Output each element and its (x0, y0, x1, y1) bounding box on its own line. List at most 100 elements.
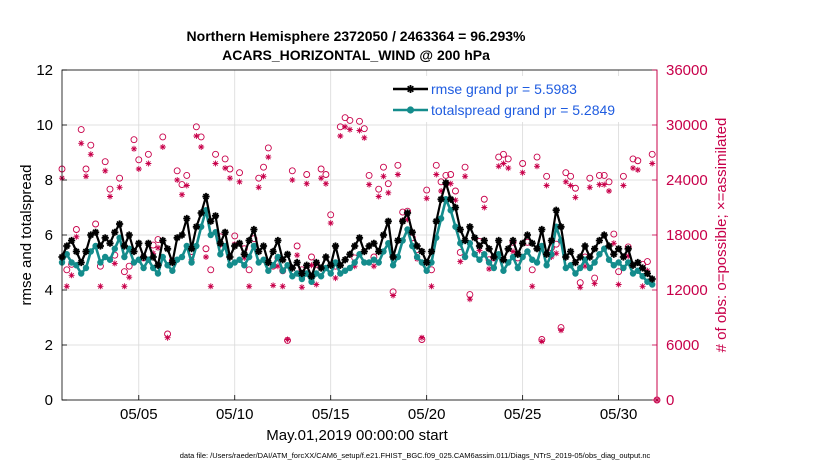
rmse-point (495, 236, 503, 245)
obs-assimilated-point (630, 165, 636, 172)
totalspread-point (481, 251, 488, 258)
obs-assimilated-point (279, 283, 286, 290)
legend-rmse-marker (406, 85, 415, 93)
obs-possible-point (231, 232, 239, 240)
totalspread-point (572, 270, 579, 277)
totalspread-point (236, 256, 243, 263)
obs-assimilated-point (558, 327, 564, 334)
obs-assimilated-point (226, 175, 233, 182)
obs-possible-point (442, 171, 450, 179)
obs-assimilated-point (481, 204, 488, 211)
obs-possible-point (394, 161, 402, 169)
obs-assimilated-point (107, 193, 113, 200)
rmse-point (269, 247, 277, 256)
rmse-point (283, 250, 292, 258)
rmse-point (120, 242, 128, 250)
totalspread-point (106, 256, 114, 263)
legend-rmse-label: rmse grand pr = 5.5983 (431, 81, 577, 97)
rmse-point (351, 242, 359, 250)
obs-assimilated-point (562, 178, 569, 185)
obs-assimilated-point (601, 181, 608, 188)
obs-assimilated-point (510, 248, 516, 255)
y-tick-label-left: 0 (45, 392, 53, 409)
obs-possible-point (571, 184, 579, 192)
rmse-point (370, 239, 378, 247)
rmse-point (360, 247, 368, 256)
obs-possible-point (600, 171, 608, 179)
rmse-point (648, 275, 656, 283)
obs-possible-point (629, 155, 637, 163)
rmse-point (235, 239, 244, 247)
rmse-point (240, 250, 248, 258)
rmse-point (341, 256, 349, 264)
y-tick-label-right: 24000 (666, 172, 708, 189)
x-tick-label: 05/10 (216, 406, 254, 423)
rmse-point (149, 253, 157, 261)
totalspread-point (73, 262, 80, 269)
obs-assimilated-point (351, 263, 358, 270)
obs-assimilated-point (423, 195, 430, 202)
obs-possible-point (144, 150, 152, 158)
obs-assimilated-point (150, 250, 157, 257)
obs-assimilated-point (342, 123, 349, 130)
rmse-point (307, 272, 316, 280)
obs-assimilated-point (111, 260, 118, 267)
rmse-point (423, 258, 431, 267)
totalspread-point (423, 267, 430, 274)
obs-assimilated-point (596, 181, 603, 188)
obs-assimilated-point (135, 166, 142, 172)
totalspread-point (519, 253, 526, 261)
obs-possible-point (461, 163, 469, 171)
totalspread-point (447, 207, 454, 214)
rmse-point (92, 228, 100, 236)
x-tick-label: 05/30 (600, 406, 638, 423)
totalspread-point (610, 262, 618, 269)
obs-assimilated-point (145, 160, 152, 167)
totalspread-point (337, 270, 344, 277)
obs-possible-point (197, 133, 205, 141)
legend-spread-marker (406, 106, 415, 114)
totalspread-point (149, 264, 157, 272)
obs-assimilated-point (385, 189, 392, 196)
totalspread-point (437, 215, 445, 222)
totalspread-point (471, 251, 478, 258)
totalspread-point (615, 259, 622, 266)
obs-assimilated-point (222, 165, 229, 172)
obs-possible-point (264, 144, 272, 152)
obs-possible-point (308, 253, 315, 261)
rmse-point (399, 217, 407, 225)
rmse-point (135, 239, 143, 247)
obs-possible-point (202, 245, 210, 253)
totalspread-point (68, 259, 75, 266)
obs-possible-point (192, 123, 200, 131)
obs-possible-point (135, 156, 143, 164)
obs-possible-point (595, 171, 603, 179)
totalspread-point (466, 240, 474, 247)
obs-possible-point (528, 266, 536, 274)
obs-assimilated-point (265, 154, 272, 161)
rmse-point (499, 256, 508, 264)
rmse-point (624, 245, 632, 253)
rmse-point (466, 223, 474, 231)
obs-possible-point (173, 167, 181, 175)
y-tick-label-left: 6 (45, 227, 53, 244)
obs-possible-point (82, 165, 90, 173)
obs-possible-point (562, 169, 570, 177)
rmse-point (298, 269, 306, 278)
rmse-point (144, 239, 152, 247)
obs-possible-point (183, 171, 191, 179)
obs-possible-point (615, 268, 623, 276)
totalspread-point (538, 242, 546, 250)
obs-assimilated-point (73, 233, 80, 240)
obs-assimilated-point (298, 284, 305, 291)
totalspread-point (173, 256, 181, 263)
obs-possible-point (77, 126, 85, 134)
obs-possible-point (605, 178, 613, 186)
obs-assimilated-point (606, 188, 612, 194)
rmse-point (519, 239, 527, 247)
obs-possible-point (480, 195, 488, 203)
obs-assimilated-point (495, 163, 502, 170)
totalspread-point (476, 256, 483, 263)
totalspread-point (169, 267, 176, 274)
rmse-point (183, 214, 191, 223)
